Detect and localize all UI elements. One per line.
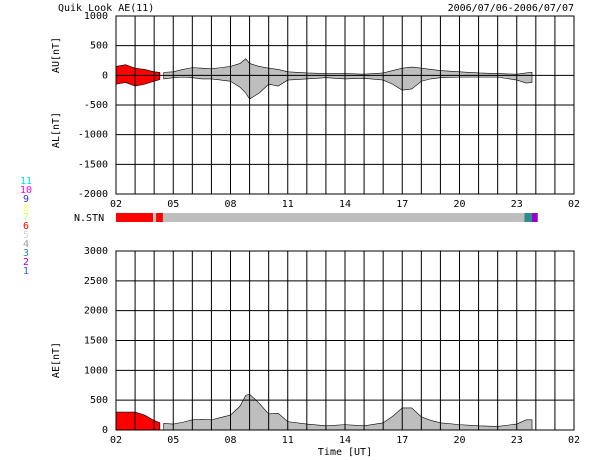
x-tick-label: 23 xyxy=(511,435,523,446)
station-segment xyxy=(153,213,157,222)
area xyxy=(163,58,533,76)
x-tick-label: 23 xyxy=(511,199,523,210)
x-tick-label: 11 xyxy=(282,199,294,210)
plot-frame xyxy=(115,15,575,195)
y-tick-label: 3000 xyxy=(84,246,108,257)
y-axis-label: AL[nT] xyxy=(51,112,62,148)
y-tick-label: -2000 xyxy=(78,189,108,200)
y-tick-label: 1000 xyxy=(84,11,108,22)
station-segment xyxy=(162,213,525,222)
area xyxy=(115,75,161,87)
station-segment xyxy=(532,213,538,222)
station-segment xyxy=(524,213,533,222)
y-tick-label: 1500 xyxy=(84,336,108,347)
y-tick-label: 2500 xyxy=(84,276,108,287)
legend-label: 1 xyxy=(23,266,29,277)
plot-frame xyxy=(115,250,575,431)
y-tick-label: 1000 xyxy=(84,365,108,376)
area xyxy=(163,75,533,100)
y-tick-label: -1500 xyxy=(78,159,108,170)
legend-label: 7 xyxy=(23,212,29,223)
legend-label: 10 xyxy=(20,185,32,196)
x-axis-label: Time [UT] xyxy=(318,447,372,458)
x-tick-label: 05 xyxy=(167,199,179,210)
x-tick-label: 14 xyxy=(339,435,351,446)
station-segment xyxy=(116,213,154,222)
area xyxy=(163,393,533,431)
y-tick-label: 2000 xyxy=(84,306,108,317)
x-tick-label: 17 xyxy=(396,199,408,210)
legend-label: 11 xyxy=(20,176,32,187)
x-tick-label: 02 xyxy=(568,199,580,210)
area xyxy=(115,64,161,76)
y-tick-label: -1000 xyxy=(78,130,108,141)
x-tick-label: 02 xyxy=(110,199,122,210)
legend-label: 3 xyxy=(23,248,29,259)
x-tick-label: 08 xyxy=(224,435,236,446)
legend-label: 6 xyxy=(23,221,29,232)
x-tick-label: 14 xyxy=(339,199,351,210)
y-tick-label: -500 xyxy=(84,100,108,111)
legend-label: 8 xyxy=(23,203,29,214)
x-tick-label: 08 xyxy=(224,199,236,210)
x-tick-label: 11 xyxy=(282,435,294,446)
station-label: N.STN xyxy=(74,213,104,224)
station-segment xyxy=(156,213,163,222)
area xyxy=(115,411,161,431)
legend-label: 4 xyxy=(23,239,29,250)
y-tick-label: 500 xyxy=(90,395,108,406)
x-tick-label: 02 xyxy=(568,435,580,446)
y-axis-label: AE[nT] xyxy=(51,342,62,378)
y-tick-label: 0 xyxy=(102,70,108,81)
chart-title: Quik Look AE(11) xyxy=(58,3,154,14)
legend-label: 9 xyxy=(23,194,29,205)
x-tick-label: 02 xyxy=(110,435,122,446)
x-tick-label: 20 xyxy=(453,199,465,210)
y-tick-label: 0 xyxy=(102,425,108,436)
y-axis-label: AU[nT] xyxy=(51,37,62,73)
date-range: 2006/07/06-2006/07/07 xyxy=(448,3,574,14)
x-tick-label: 17 xyxy=(396,435,408,446)
legend-label: 5 xyxy=(23,230,29,241)
x-tick-label: 20 xyxy=(453,435,465,446)
x-tick-label: 05 xyxy=(167,435,179,446)
y-tick-label: 500 xyxy=(90,41,108,52)
legend-label: 2 xyxy=(23,257,29,268)
